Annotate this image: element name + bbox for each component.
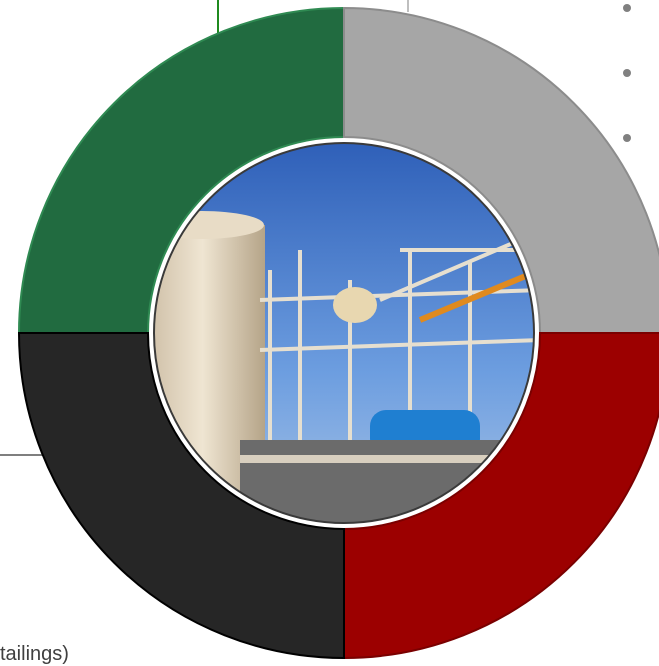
bullet [623,69,631,77]
quadrant-red [343,332,659,660]
bullet [623,134,631,142]
quadrant-gray [343,6,659,334]
bullet [623,4,631,12]
quadrant-dark [17,332,345,660]
quadrant-green [17,6,345,334]
center-photo [154,143,534,523]
caption: tailings) [0,643,69,665]
photo-border [153,142,535,524]
